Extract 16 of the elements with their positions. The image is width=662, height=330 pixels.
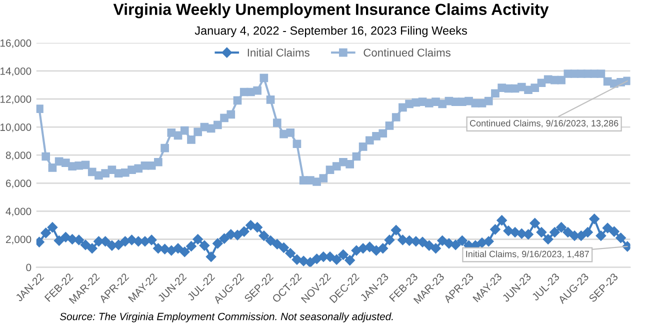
legend-label: Continued Claims — [364, 48, 450, 57]
chart-subtitle: January 4, 2022 - September 16, 2023 Filing Weeks — [194, 26, 467, 38]
y-tick-label: 14,000 — [0, 67, 32, 76]
y-tick-label: 4,000 — [6, 208, 32, 216]
annotation: Continued Claims, 9/16/2023, 13,286 — [470, 120, 618, 128]
legend-label: Initial Claims — [248, 48, 310, 57]
y-tick-label: 12,000 — [0, 96, 32, 104]
chart-title: Virginia Weekly Unemployment Insurance Claims Activity — [113, 3, 549, 18]
annotation: Initial Claims, 9/16/2023, 1,487 — [466, 250, 589, 258]
y-tick-label: 10,000 — [0, 124, 32, 132]
source-note: Source: The Virginia Employment Commission. Not seasonally adjusted. — [60, 312, 393, 322]
y-tick-label: 0 — [26, 264, 32, 272]
y-tick-label: 8,000 — [6, 152, 32, 160]
y-tick-label: 6,000 — [6, 180, 32, 188]
y-tick-label: 16,000 — [0, 39, 32, 48]
y-tick-label: 2,000 — [6, 236, 32, 244]
